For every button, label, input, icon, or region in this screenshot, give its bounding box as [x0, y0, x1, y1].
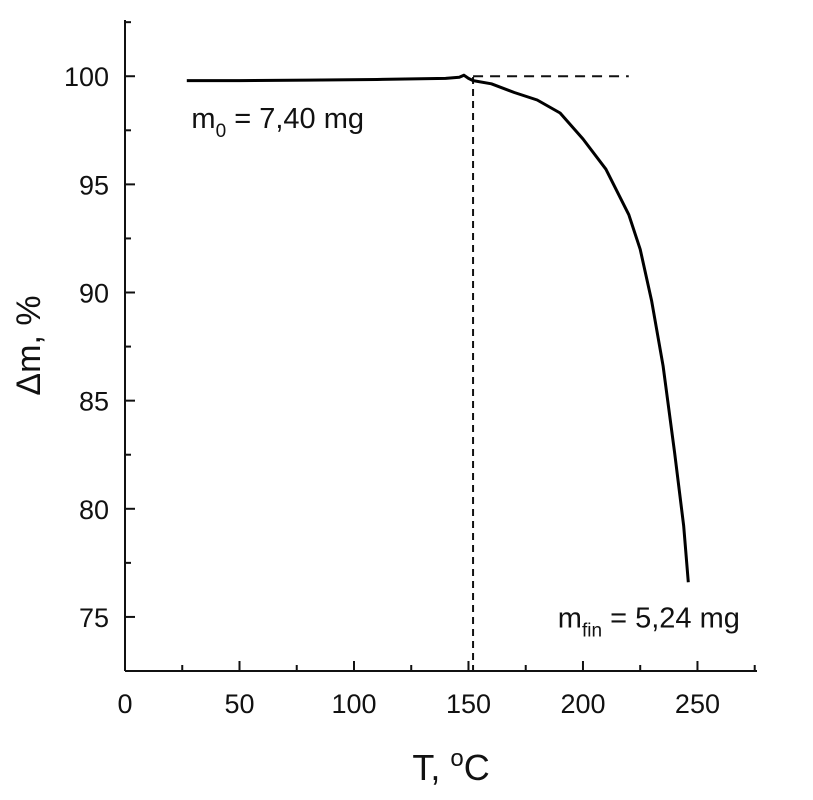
data-line [186, 73, 690, 583]
x-tick-label: 150 [446, 689, 491, 719]
annotation: m0 = 7,40 mg [191, 103, 364, 142]
x-tick-label: 100 [331, 689, 376, 719]
annotation-sub: fin [582, 621, 602, 642]
annotation-base: m [191, 103, 215, 135]
y-tick-label: 75 [79, 603, 109, 633]
annotation: mfin = 5,24 mg [558, 603, 740, 642]
x-tick-label: 250 [675, 689, 720, 719]
y-axis-label: Δm, % [10, 295, 48, 395]
y-tick-label: 90 [79, 279, 109, 309]
annotation-rest: = 5,24 mg [602, 603, 740, 635]
x-axis-label-rest: C [464, 747, 490, 788]
annotation-rest: = 7,40 mg [226, 103, 364, 135]
y-tick-label: 80 [79, 495, 109, 525]
x-axis-label-text: T, [412, 747, 450, 788]
x-tick-label: 0 [117, 689, 132, 719]
y-tick-label: 100 [64, 62, 109, 92]
annotation-base: m [558, 603, 582, 635]
y-tick-label: 85 [79, 387, 109, 417]
x-axis-label-sup: o [450, 745, 463, 772]
x-tick-label: 50 [224, 689, 254, 719]
x-axis-label: T, oC [412, 745, 489, 788]
x-tick-label: 200 [560, 689, 605, 719]
annotation-sub: 0 [216, 121, 227, 142]
y-tick-label: 95 [79, 170, 109, 200]
